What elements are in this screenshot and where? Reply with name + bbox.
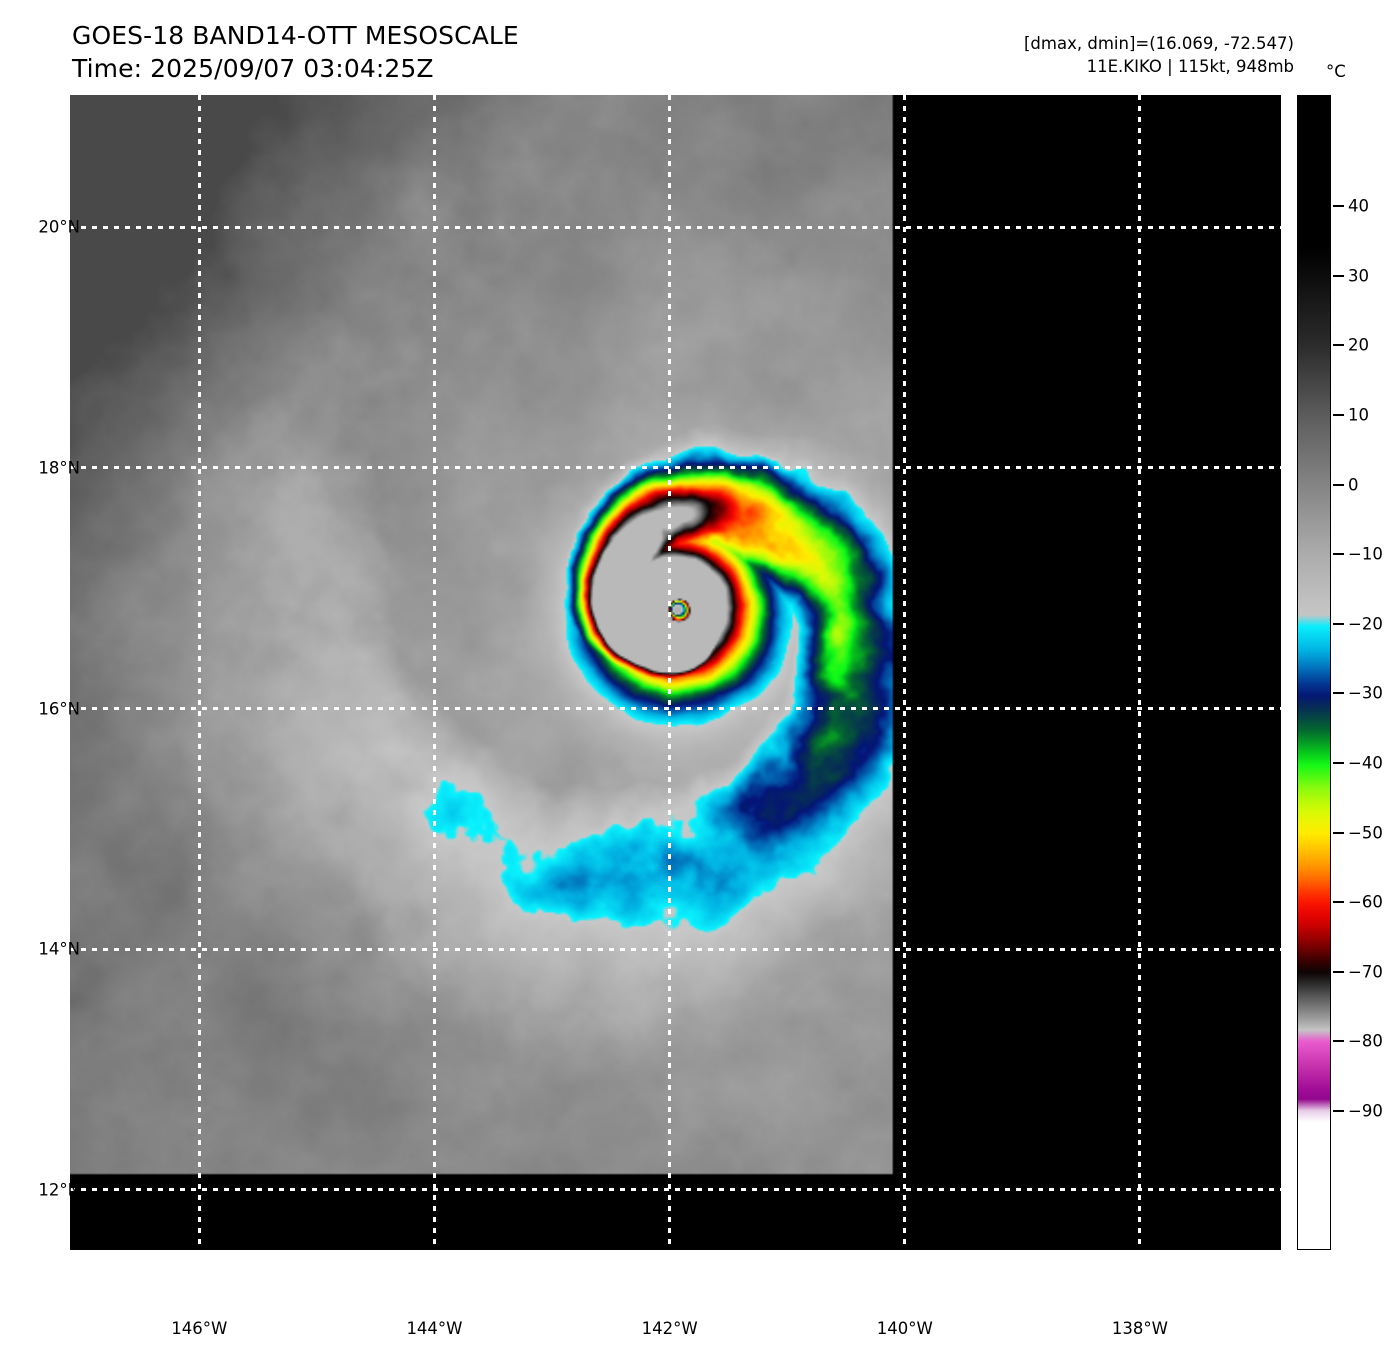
copyright-notice: Copyright © 2020-2025 Dapiya [80, 1279, 383, 1299]
colorbar-tick-mark [1333, 344, 1344, 347]
storm-info-readout: 11E.KIKO | 115kt, 948mb [1086, 57, 1294, 77]
colorbar-tick-label: 30 [1348, 266, 1369, 286]
x-tick-label: 142°W [641, 1319, 698, 1338]
x-tick-label: 138°W [1111, 1319, 1168, 1338]
colorbar-tick-label: −60 [1348, 892, 1383, 912]
y-tick-label: 14°N [38, 939, 80, 959]
colorbar-tick-label: −30 [1348, 683, 1383, 703]
x-tick-label: 146°W [171, 1319, 228, 1338]
colorbar-tick-mark [1333, 1109, 1344, 1112]
colorbar-tick-mark [1333, 831, 1344, 834]
page-title: GOES-18 BAND14-OTT MESOSCALE [72, 21, 519, 50]
colorbar-tick-label: 20 [1348, 335, 1369, 355]
dmax-dmin-readout: [dmax, dmin]=(16.069, -72.547) [1024, 34, 1294, 53]
y-tick-label: 12°N [38, 1180, 80, 1200]
colorbar-tick-label: −50 [1348, 823, 1383, 843]
x-tick-label: 140°W [876, 1319, 933, 1338]
colorbar-tick-label: 40 [1348, 196, 1369, 216]
title-block: GOES-18 BAND14-OTT MESOSCALE Time: 2025/… [72, 20, 519, 85]
colorbar-tick-mark [1333, 205, 1344, 208]
colorbar-tick-mark [1333, 622, 1344, 625]
colorbar-tick-label: −90 [1348, 1101, 1383, 1121]
metadata-block: [dmax, dmin]=(16.069, -72.547) 11E.KIKO … [1024, 32, 1294, 79]
colorbar-tick-label: 10 [1348, 405, 1369, 425]
y-tick-label: 20°N [38, 217, 80, 237]
y-tick-label: 16°N [38, 699, 80, 719]
colorbar-tick-label: −70 [1348, 962, 1383, 982]
colorbar-tick-mark [1333, 692, 1344, 695]
colorbar-tick-mark [1333, 483, 1344, 486]
colorbar-tick-mark [1333, 970, 1344, 973]
colorbar-tick-mark [1333, 274, 1344, 277]
colorbar-tick-mark [1333, 901, 1344, 904]
temperature-colorbar[interactable] [1297, 95, 1331, 1250]
colorbar-tick-label: 0 [1348, 475, 1359, 495]
colorbar-tick-mark [1333, 414, 1344, 417]
infrared-satellite-imagery [70, 95, 1281, 1250]
timestamp: Time: 2025/09/07 03:04:25Z [72, 53, 434, 83]
colorbar-tick-mark [1333, 761, 1344, 764]
colorbar-tick-label: −80 [1348, 1031, 1383, 1051]
colorbar-tick-label: −20 [1348, 614, 1383, 634]
colorbar-tick-label: −40 [1348, 753, 1383, 773]
colorbar-gradient [1298, 96, 1330, 1249]
x-tick-label: 144°W [406, 1319, 463, 1338]
colorbar-tick-mark [1333, 1040, 1344, 1043]
satellite-image-plot[interactable] [70, 95, 1281, 1250]
colorbar-tick-mark [1333, 553, 1344, 556]
colorbar-unit-label: °C [1326, 62, 1346, 81]
y-tick-label: 18°N [38, 458, 80, 478]
colorbar-tick-label: −10 [1348, 544, 1383, 564]
